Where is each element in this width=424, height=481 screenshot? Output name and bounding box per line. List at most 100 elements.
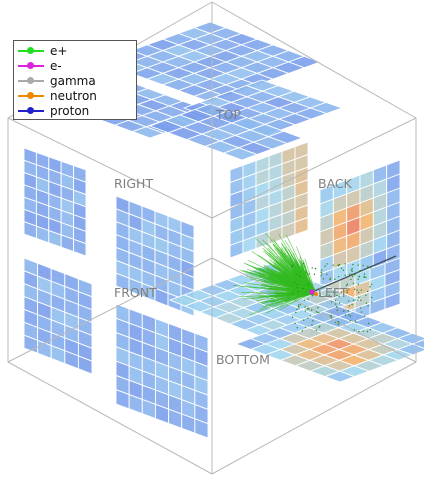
hit-point: [292, 265, 293, 266]
hit-point: [348, 300, 349, 301]
hit-point: [360, 307, 361, 308]
hit-point: [305, 271, 306, 272]
face-label-left: LEFT: [318, 285, 348, 300]
hit-point: [348, 288, 349, 289]
hit-point: [349, 274, 350, 275]
hit-point: [361, 289, 362, 290]
hit-point: [296, 273, 297, 274]
hit-point: [329, 279, 330, 280]
legend-line-icon: [18, 76, 44, 86]
legend-entry-e-plus: e+: [18, 43, 136, 58]
legend-entry-gamma: gamma: [18, 73, 136, 88]
hit-point: [354, 274, 355, 275]
right-panel-upper-left: [24, 148, 86, 256]
hit-point: [297, 284, 298, 285]
hit-point: [291, 266, 292, 267]
hit-point: [348, 305, 349, 306]
hit-point: [295, 323, 296, 324]
hit-point: [361, 311, 362, 312]
legend-label: gamma: [50, 74, 96, 88]
hit-point: [353, 283, 354, 284]
particle-legend: e+ e- gamma neutron proton: [13, 40, 137, 120]
face-label-front: FRONT: [114, 285, 157, 300]
hit-point: [359, 276, 360, 277]
hit-point: [358, 279, 359, 280]
hit-point: [366, 302, 367, 303]
hit-point: [305, 310, 306, 311]
hit-point: [358, 292, 359, 293]
hit-point: [321, 269, 322, 270]
hit-point: [350, 320, 351, 321]
hit-point: [368, 323, 369, 324]
hit-point: [351, 268, 352, 269]
hit-point: [358, 331, 359, 332]
hit-point: [316, 329, 317, 330]
hit-point: [319, 326, 320, 327]
hit-point: [317, 307, 318, 308]
hit-point: [345, 263, 346, 264]
hit-point: [343, 269, 344, 270]
hit-point: [335, 303, 336, 304]
hit-point: [321, 273, 322, 274]
face-label-back: BACK: [318, 176, 353, 191]
hit-point: [335, 322, 336, 323]
hit-point: [370, 267, 371, 268]
legend-line-icon: [18, 61, 44, 71]
hit-point: [337, 265, 338, 266]
hit-point: [354, 329, 355, 330]
cube-edge: [212, 362, 416, 474]
hit-point: [370, 329, 371, 330]
hit-point: [351, 304, 352, 305]
hit-point: [352, 276, 353, 277]
hit-point: [367, 266, 368, 267]
hit-point: [299, 304, 300, 305]
hit-point: [324, 266, 325, 267]
hit-point: [330, 315, 331, 316]
hit-point: [338, 276, 339, 277]
hit-point: [297, 327, 298, 328]
hit-point: [356, 289, 357, 290]
hit-point: [294, 282, 295, 283]
face-label-top: TOP: [215, 107, 241, 122]
hit-point: [338, 322, 339, 323]
hit-point: [307, 298, 308, 299]
hit-point: [371, 302, 372, 303]
hit-point: [308, 284, 309, 285]
hit-point: [303, 263, 304, 264]
hit-point: [360, 300, 361, 301]
hit-point: [326, 274, 327, 275]
face-label-bottom: BOTTOM: [216, 352, 270, 367]
vertex-marker: [309, 289, 314, 294]
hit-point: [316, 311, 317, 312]
hit-point: [345, 275, 346, 276]
hit-point: [331, 317, 332, 318]
legend-entry-neutron: neutron: [18, 89, 136, 104]
hit-point: [358, 297, 359, 298]
hit-point: [337, 310, 338, 311]
hit-point: [312, 320, 313, 321]
hit-point: [367, 331, 368, 332]
hit-point: [355, 322, 356, 323]
hit-point: [311, 309, 312, 310]
right-panel-lower-left: [24, 258, 92, 374]
hit-point: [351, 271, 352, 272]
hit-point: [351, 273, 352, 274]
hit-point: [361, 270, 362, 271]
hit-point: [334, 279, 335, 280]
hit-point: [369, 286, 370, 287]
hit-point: [314, 274, 315, 275]
legend-label: e-: [50, 59, 62, 73]
hit-point: [365, 277, 366, 278]
hit-point: [336, 306, 337, 307]
hit-point: [358, 284, 359, 285]
hit-point: [307, 273, 308, 274]
hit-point: [350, 315, 351, 316]
hit-point: [352, 264, 353, 265]
hit-point: [339, 264, 340, 265]
hit-point: [354, 289, 355, 290]
hit-point: [323, 278, 324, 279]
hit-point: [302, 330, 303, 331]
right-panel-lower-right: [116, 304, 208, 438]
hit-point: [312, 295, 313, 296]
